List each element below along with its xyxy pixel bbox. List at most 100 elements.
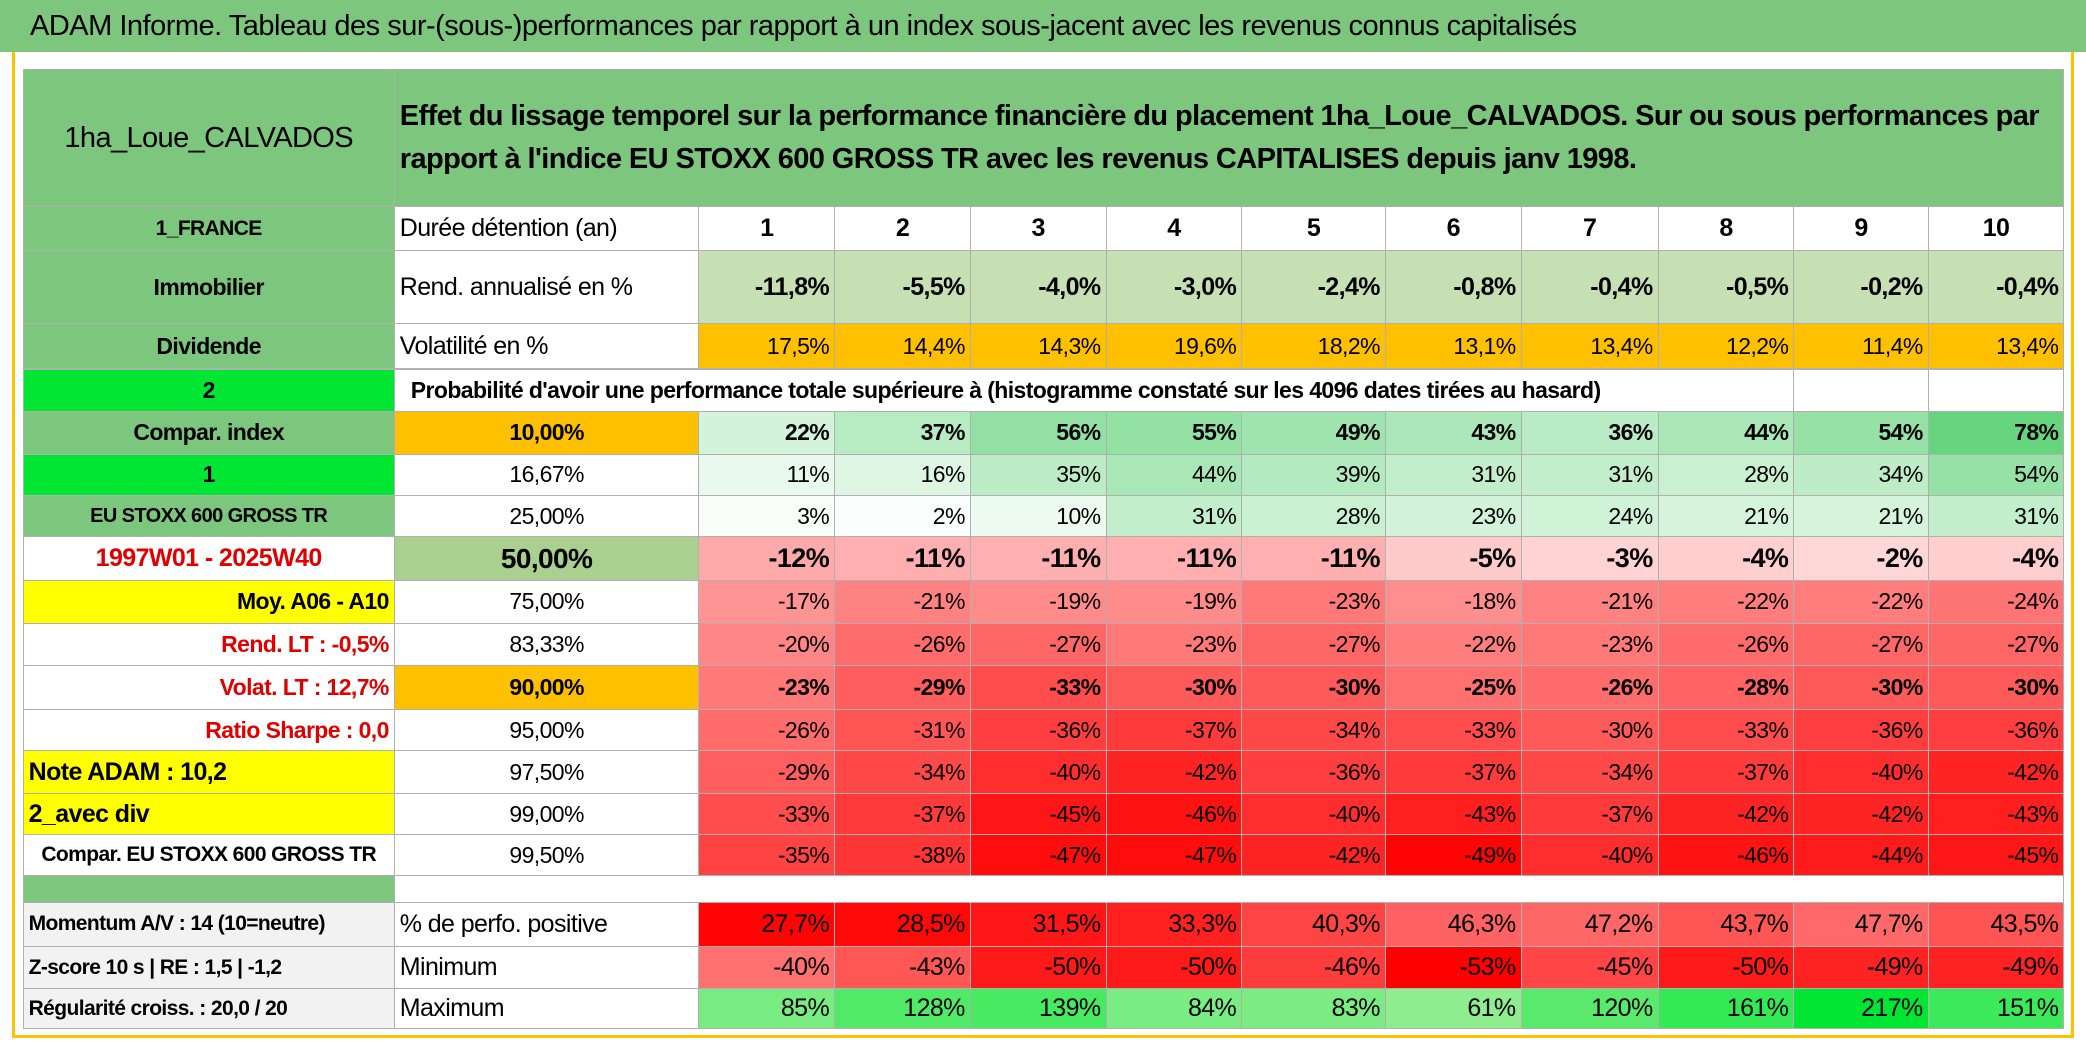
value-cell: 43,5%	[1927, 901, 2065, 947]
row-label: Minimum	[393, 945, 700, 990]
value-cell: 10	[1927, 206, 2065, 252]
value-cell: 28%	[1657, 453, 1795, 496]
value-cell: 3%	[698, 494, 836, 538]
value-cell: -27%	[1927, 622, 2065, 667]
value-cell: 31,5%	[969, 901, 1107, 947]
row-label: 25,00%	[393, 494, 700, 538]
value-cell: -5%	[1384, 536, 1522, 582]
value-cell: -43%	[834, 945, 971, 990]
value-cell: -33%	[969, 665, 1107, 711]
frame	[12, 52, 2074, 1038]
value-cell: -37%	[1384, 750, 1522, 794]
value-cell: -33%	[1657, 709, 1795, 752]
value-cell: -40%	[969, 750, 1107, 794]
row-header: Immobilier	[22, 250, 395, 325]
value-cell: 22%	[698, 411, 836, 455]
row-label: 95,00%	[393, 709, 700, 752]
value-cell: -29%	[834, 665, 971, 711]
value-cell: 83%	[1241, 988, 1386, 1030]
value-cell: 85%	[698, 988, 836, 1030]
value-cell: 17,5%	[698, 323, 836, 370]
value-cell: -37%	[1520, 792, 1659, 836]
value-cell: -22%	[1793, 580, 1929, 624]
value-cell: 18,2%	[1241, 323, 1386, 370]
value-cell: 54%	[1927, 453, 2065, 496]
value-cell: -50%	[1105, 945, 1243, 990]
value-cell: -11,8%	[698, 250, 836, 325]
value-cell: -36%	[1241, 750, 1386, 794]
value-cell: 31%	[1105, 494, 1243, 538]
value-cell: 13,1%	[1384, 323, 1522, 370]
value-cell: 78%	[1927, 411, 2065, 455]
value-cell: 1	[698, 206, 836, 252]
value-cell: 2%	[834, 494, 971, 538]
value-cell: -30%	[1927, 665, 2065, 711]
value-cell: -36%	[1793, 709, 1929, 752]
value-cell: -40%	[1520, 834, 1659, 877]
row-header: 2	[22, 368, 395, 413]
value-cell: 40,3%	[1241, 901, 1386, 947]
value-cell: 47,7%	[1793, 901, 1929, 947]
row-label: 16,67%	[393, 453, 700, 496]
value-cell: -4,0%	[969, 250, 1107, 325]
value-cell: -4%	[1657, 536, 1795, 582]
row-header: 2_avec div	[22, 792, 395, 836]
value-cell: -20%	[698, 622, 836, 667]
value-cell: -2,4%	[1241, 250, 1386, 325]
value-cell: -28%	[1657, 665, 1795, 711]
value-cell: -24%	[1927, 580, 2065, 624]
value-cell: -42%	[1927, 750, 2065, 794]
empty-cell	[1793, 368, 1929, 413]
value-cell: -40%	[1241, 792, 1386, 836]
value-cell: -29%	[698, 750, 836, 794]
value-cell: -43%	[1927, 792, 2065, 836]
row-label: 99,50%	[393, 834, 700, 877]
value-cell: -49%	[1384, 834, 1522, 877]
value-cell: -53%	[1384, 945, 1522, 990]
value-cell: -0,5%	[1657, 250, 1795, 325]
value-cell: -46%	[1241, 945, 1386, 990]
value-cell: 39%	[1241, 453, 1386, 496]
section-label: Probabilité d'avoir une performance tota…	[393, 368, 1795, 413]
value-cell: 36%	[1520, 411, 1659, 455]
value-cell: -37%	[834, 792, 971, 836]
value-cell: 21%	[1657, 494, 1795, 538]
value-cell: 33,3%	[1105, 901, 1243, 947]
value-cell: -49%	[1793, 945, 1929, 990]
value-cell: -27%	[1793, 622, 1929, 667]
row-header: 1	[22, 453, 395, 496]
value-cell: 35%	[969, 453, 1107, 496]
row-header: Régularité croiss. : 20,0 / 20	[22, 988, 395, 1030]
value-cell: -42%	[1793, 792, 1929, 836]
value-cell: -43%	[1384, 792, 1522, 836]
value-cell: 44%	[1657, 411, 1795, 455]
value-cell: 4	[1105, 206, 1243, 252]
value-cell: -23%	[1241, 580, 1386, 624]
row-header: 1_FRANCE	[22, 206, 395, 252]
value-cell: 139%	[969, 988, 1107, 1030]
row-header: Compar. index	[22, 411, 395, 455]
row-label: % de perfo. positive	[393, 901, 700, 947]
value-cell: 43,7%	[1657, 901, 1795, 947]
value-cell: 34%	[1793, 453, 1929, 496]
value-cell: 14,4%	[834, 323, 971, 370]
value-cell: -4%	[1927, 536, 2065, 582]
value-cell: -27%	[969, 622, 1107, 667]
value-cell: -26%	[698, 709, 836, 752]
row-label: Maximum	[393, 988, 700, 1030]
value-cell: -3,0%	[1105, 250, 1243, 325]
value-cell: 14,3%	[969, 323, 1107, 370]
value-cell: 61%	[1384, 988, 1522, 1030]
row-label: 50,00%	[393, 536, 700, 582]
value-cell: -23%	[1520, 622, 1659, 667]
value-cell: 49%	[1241, 411, 1386, 455]
value-cell: -0,4%	[1927, 250, 2065, 325]
value-cell: 37%	[834, 411, 971, 455]
value-cell: -34%	[834, 750, 971, 794]
row-header: 1997W01 - 2025W40	[22, 536, 395, 582]
value-cell: -50%	[969, 945, 1107, 990]
value-cell: 10%	[969, 494, 1107, 538]
value-cell: -19%	[1105, 580, 1243, 624]
value-cell: -0,8%	[1384, 250, 1522, 325]
value-cell: -11%	[1105, 536, 1243, 582]
